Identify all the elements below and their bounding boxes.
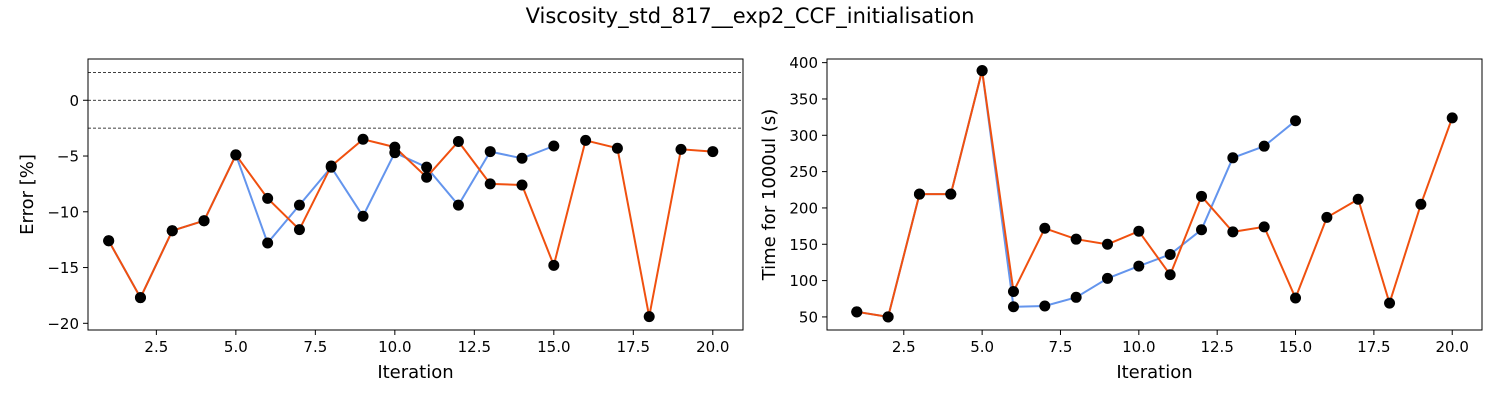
time-plot-frame (826, 58, 1483, 331)
error-data-point (293, 199, 305, 211)
time-data-point (1164, 248, 1176, 260)
error-data-point (516, 179, 528, 191)
error-x-tick-label: 15.0 (537, 338, 570, 356)
error-y-axis-label: Error [%] (17, 154, 38, 235)
error-x-axis-label: Iteration (377, 362, 453, 383)
error-x-tick-label: 17.5 (617, 338, 650, 356)
time-data-point (1227, 226, 1239, 238)
time-data-point (1384, 297, 1396, 309)
time-data-point (1321, 211, 1333, 223)
error-data-point (325, 160, 337, 172)
time-data-point (1164, 269, 1176, 281)
error-data-point (198, 215, 210, 227)
error-data-point (452, 136, 464, 148)
error-data-point (103, 235, 115, 247)
time-y-tick-label: 400 (789, 54, 818, 72)
time-data-point (1415, 198, 1427, 210)
time-data-point (976, 65, 988, 77)
time-data-point (1196, 224, 1208, 236)
time-y-axis-label: Time for 1000ul (s) (759, 109, 780, 282)
error-data-point (484, 146, 496, 158)
time-x-tick-label: 10.0 (1122, 338, 1155, 356)
error-x-tick-label: 2.5 (144, 338, 168, 356)
time-data-point (1101, 272, 1113, 284)
time-data-point (1290, 292, 1302, 304)
time-data-point (1007, 285, 1019, 297)
time-data-point (882, 311, 894, 323)
error-data-point (675, 143, 687, 155)
error-data-point (421, 161, 433, 173)
time-data-point (1258, 140, 1270, 152)
time-data-point (1133, 225, 1145, 237)
error-data-point (293, 224, 305, 236)
time-data-point (1352, 193, 1364, 205)
error-x-tick-label: 10.0 (378, 338, 411, 356)
error-data-point (548, 140, 560, 152)
time-data-point (1196, 190, 1208, 202)
error-data-point (611, 142, 623, 154)
error-data-point (230, 149, 242, 161)
time-y-tick-label: 200 (789, 199, 818, 217)
error-data-point (548, 259, 560, 271)
error-x-tick-label: 7.5 (303, 338, 327, 356)
error-data-point (134, 292, 146, 304)
time-x-tick-label: 17.5 (1357, 338, 1390, 356)
figure-title: Viscosity_std_817__exp2_CCF_initialisati… (526, 4, 975, 29)
error-x-tick-label: 20.0 (696, 338, 729, 356)
time-x-tick-label: 12.5 (1200, 338, 1233, 356)
time-y-tick-label: 50 (799, 308, 818, 326)
time-y-tick-label: 250 (789, 163, 818, 181)
error-data-point (643, 311, 655, 323)
error-plot-frame (87, 58, 744, 331)
time-x-tick-label: 5.0 (970, 338, 994, 356)
time-series-line-1 (856, 70, 1454, 319)
time-data-point (1070, 233, 1082, 245)
error-series-line-1 (107, 138, 713, 317)
time-data-point (1446, 112, 1458, 124)
time-chart: 2.5 5.0 7.5 10.0 12.5 15.0 17.5 20.0 50 100 150 200… (759, 54, 1483, 383)
error-data-point (516, 152, 528, 164)
error-y-tick-label: 0 (69, 92, 79, 110)
time-data-point (1227, 152, 1239, 164)
error-data-point (580, 134, 592, 146)
error-data-point (357, 210, 369, 222)
error-data-point (166, 225, 178, 237)
error-y-tick-label: −5 (57, 148, 79, 166)
error-x-tick-label: 5.0 (224, 338, 248, 356)
time-y-tick-label: 300 (789, 127, 818, 145)
time-x-tick-label: 15.0 (1279, 338, 1312, 356)
time-data-point (1133, 260, 1145, 272)
time-x-tick-label: 20.0 (1436, 338, 1469, 356)
time-data-point (1039, 300, 1051, 312)
time-data-point (945, 188, 957, 200)
error-y-tick-label: −20 (47, 315, 79, 333)
time-x-axis-label: Iteration (1116, 362, 1192, 383)
error-data-point (421, 171, 433, 183)
error-y-tick-label: −10 (47, 203, 79, 221)
error-data-point (452, 199, 464, 211)
time-data-point (1258, 221, 1270, 233)
time-x-tick-label: 7.5 (1049, 338, 1073, 356)
time-x-tick-label: 2.5 (892, 338, 916, 356)
time-data-point (1039, 222, 1051, 234)
time-data-point (1007, 301, 1019, 313)
time-y-tick-label: 150 (789, 236, 818, 254)
error-data-point (707, 146, 719, 158)
time-data-point (851, 306, 863, 318)
error-chart: 2.5 5.0 7.5 10.0 12.5 15.0 17.5 20.0 0 −5 −10 −15 −2… (17, 58, 744, 383)
error-data-point (484, 178, 496, 190)
error-x-tick-label: 12.5 (458, 338, 491, 356)
time-data-point (913, 188, 925, 200)
time-y-tick-label: 350 (789, 90, 818, 108)
time-data-point (1290, 115, 1302, 127)
error-data-point (262, 192, 274, 204)
time-data-point (1101, 238, 1113, 250)
error-data-point (262, 237, 274, 249)
error-y-tick-label: −15 (47, 259, 79, 277)
time-data-point (1070, 291, 1082, 303)
error-data-point (357, 133, 369, 145)
time-y-tick-label: 100 (789, 272, 818, 290)
error-data-point (389, 141, 401, 153)
